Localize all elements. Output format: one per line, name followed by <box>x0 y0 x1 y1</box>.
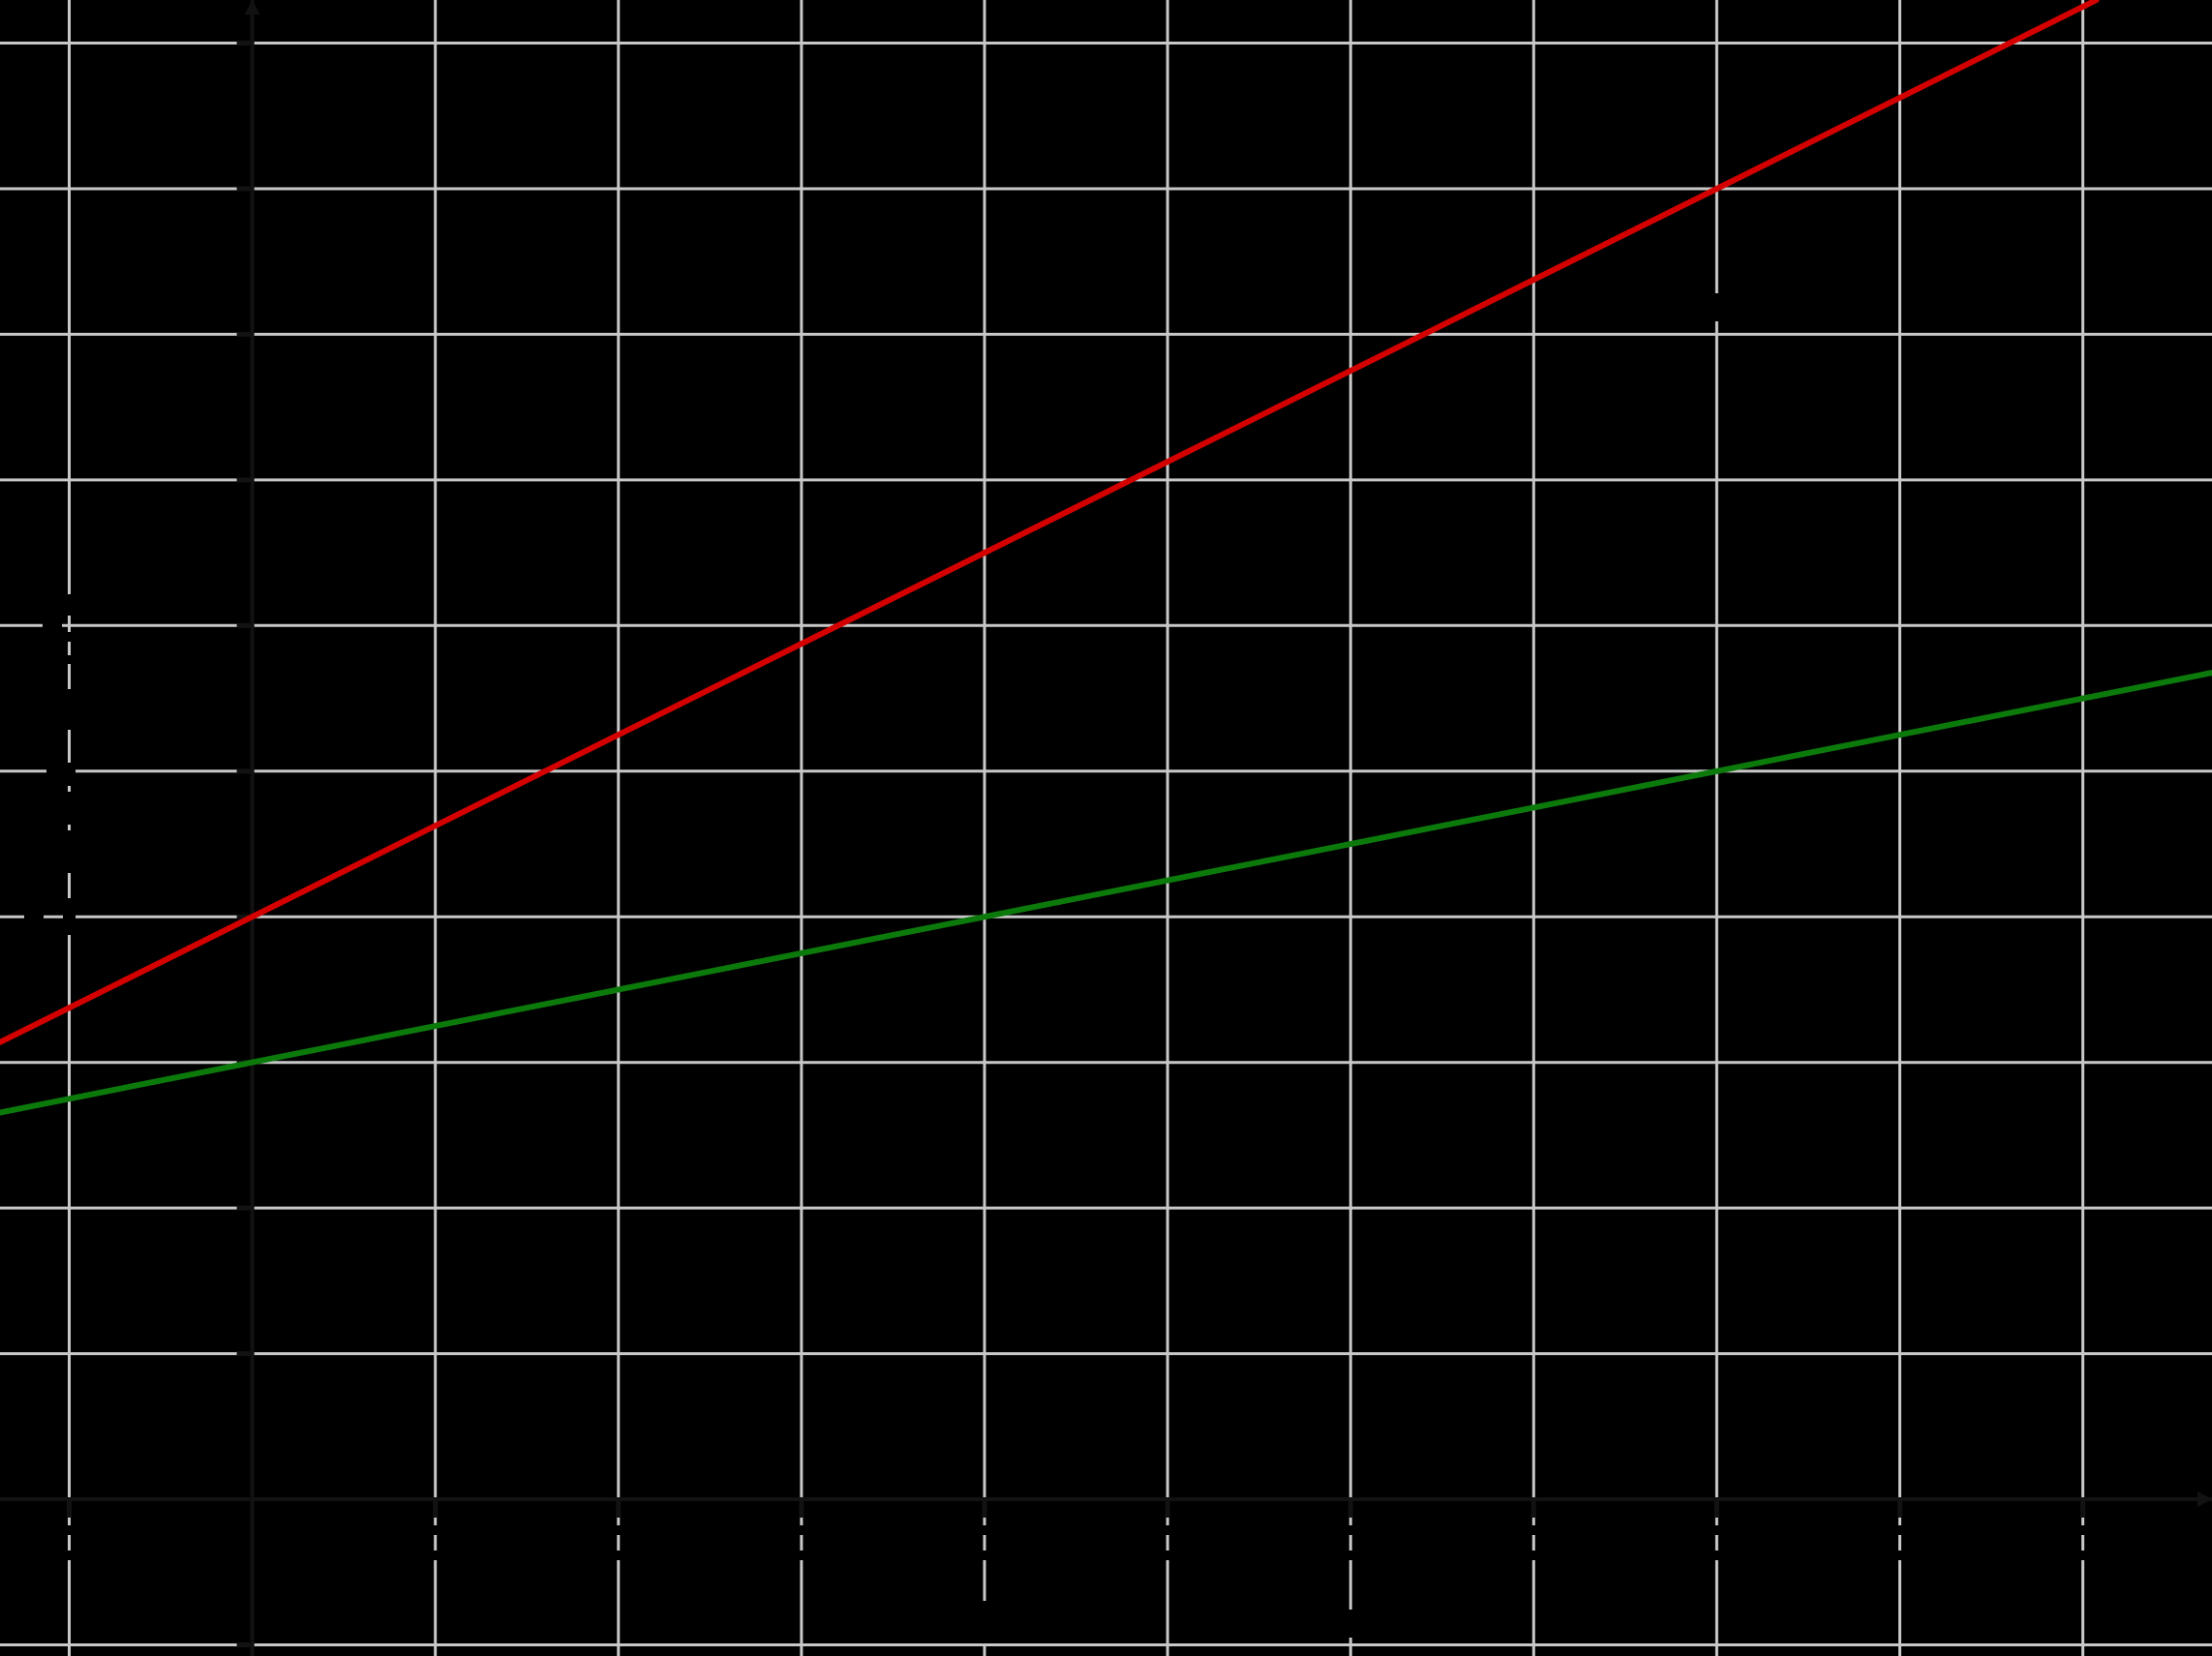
y-axis <box>244 0 260 1656</box>
x-axis <box>0 1491 2212 1507</box>
green-line <box>0 670 2212 1116</box>
axis-tick-marks <box>67 41 2086 1647</box>
red-line <box>0 0 2100 1045</box>
illegible-label-fragments <box>24 293 2090 1643</box>
